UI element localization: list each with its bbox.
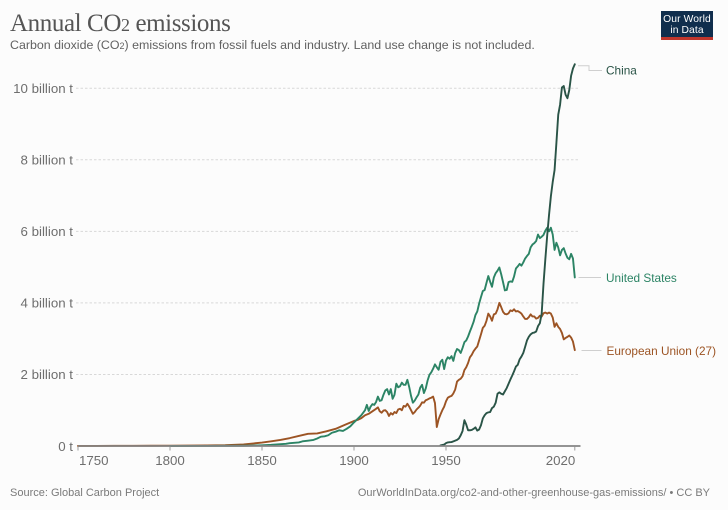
svg-text:1950: 1950 [431, 453, 461, 468]
svg-text:United States: United States [606, 271, 677, 285]
svg-text:1750: 1750 [79, 453, 109, 468]
svg-text:European Union (27): European Union (27) [607, 344, 717, 358]
svg-text:2 billion t: 2 billion t [21, 367, 74, 382]
svg-text:1900: 1900 [339, 453, 369, 468]
svg-text:China: China [606, 64, 637, 78]
svg-text:6 billion t: 6 billion t [21, 224, 74, 239]
svg-text:10 billion t: 10 billion t [13, 81, 73, 96]
svg-text:2020: 2020 [546, 453, 576, 468]
svg-text:8 billion t: 8 billion t [21, 153, 74, 168]
svg-text:1800: 1800 [155, 453, 185, 468]
svg-text:4 billion t: 4 billion t [21, 296, 74, 311]
svg-text:1850: 1850 [247, 453, 277, 468]
svg-text:0 t: 0 t [58, 439, 73, 454]
